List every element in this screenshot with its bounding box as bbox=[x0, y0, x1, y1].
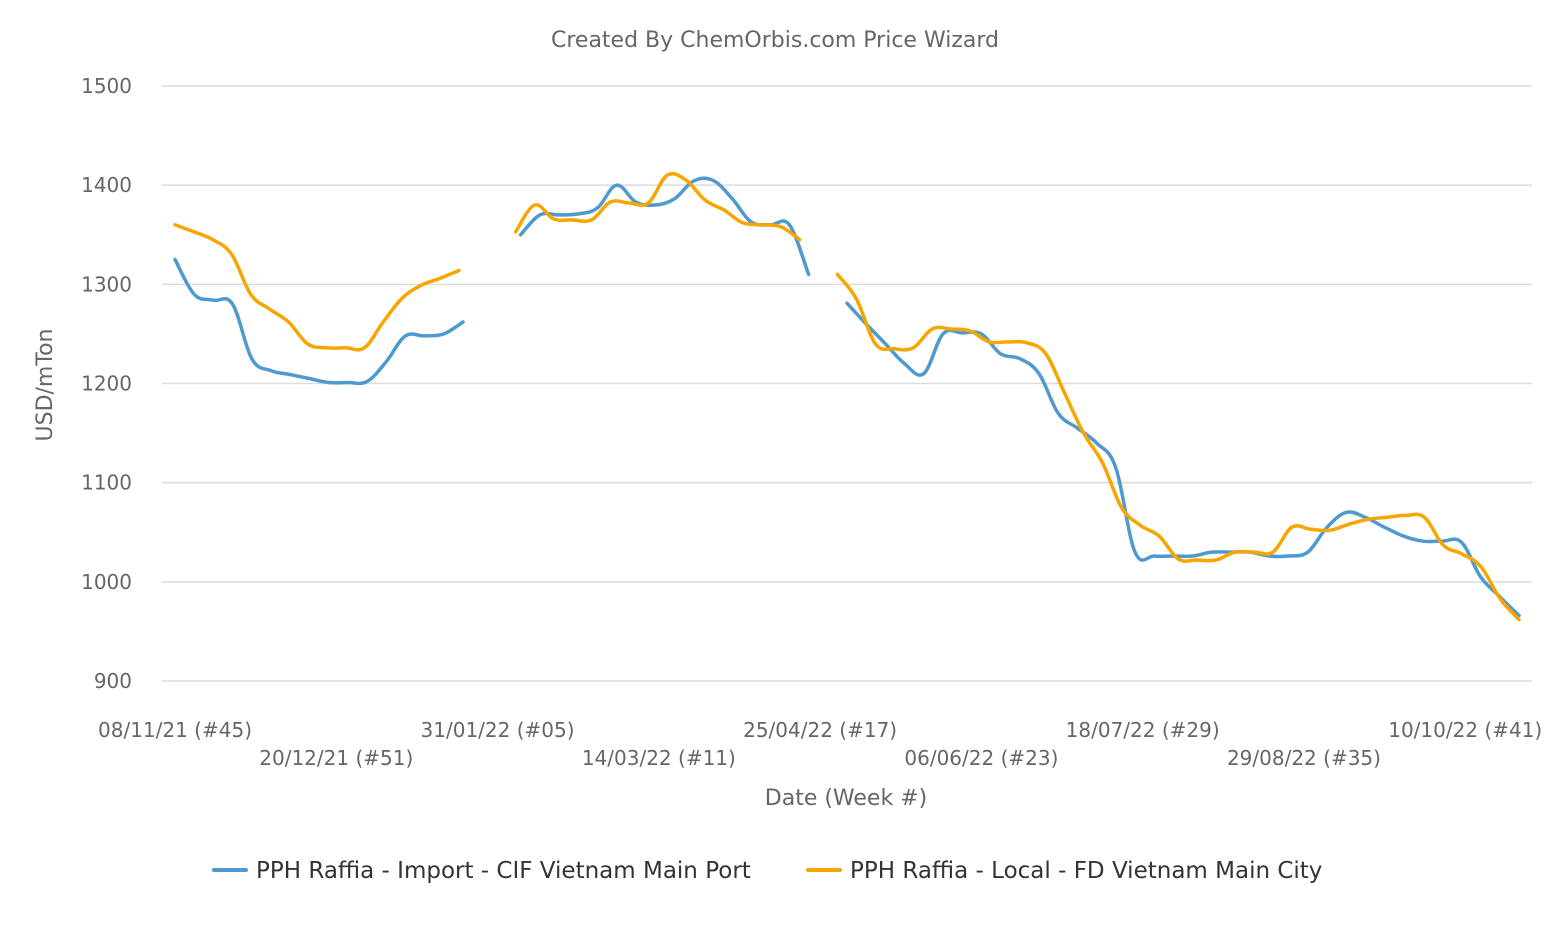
x-axis-ticks: 08/11/21 (#45) 20/12/21 (#51) 31/01/22 (#0… bbox=[98, 718, 1542, 770]
y-tick-label: 1100 bbox=[81, 471, 132, 495]
y-tick-label: 1400 bbox=[81, 173, 132, 197]
x-tick-label: 29/08/22 (#35) bbox=[1227, 746, 1381, 770]
y-tick-label: 900 bbox=[94, 669, 132, 693]
x-tick-label: 06/06/22 (#23) bbox=[904, 746, 1058, 770]
x-tick-label: 10/10/22 (#41) bbox=[1388, 718, 1542, 742]
series-line-2 bbox=[513, 171, 802, 242]
y-axis-label: USD/mTon bbox=[33, 329, 58, 442]
y-tick-label: 1500 bbox=[81, 74, 132, 98]
series-line-2 bbox=[173, 223, 461, 352]
legend: PPH Raffia - Import - CIF Vietnam Main P… bbox=[212, 858, 1322, 884]
gridlines bbox=[162, 85, 1532, 682]
y-axis-ticks: 900 1000 1100 1200 1300 1400 1500 bbox=[81, 74, 132, 693]
x-axis-label: Date (Week #) bbox=[765, 786, 927, 811]
x-tick-label: 25/04/22 (#17) bbox=[743, 718, 897, 742]
legend-label: PPH Raffia - Import - CIF Vietnam Main P… bbox=[256, 858, 751, 884]
x-tick-label: 14/03/22 (#11) bbox=[582, 746, 736, 770]
series-line-1 bbox=[845, 301, 1521, 618]
x-tick-label: 31/01/22 (#05) bbox=[421, 718, 575, 742]
y-tick-label: 1200 bbox=[81, 372, 132, 396]
series-line-1 bbox=[173, 257, 465, 386]
x-tick-label: 20/12/21 (#51) bbox=[259, 746, 413, 770]
x-tick-label: 08/11/21 (#45) bbox=[98, 718, 252, 742]
series-lines bbox=[173, 171, 1521, 622]
y-tick-label: 1000 bbox=[81, 570, 132, 594]
series-line-2 bbox=[835, 272, 1521, 622]
chart-title: Created By ChemOrbis.com Price Wizard bbox=[551, 28, 999, 53]
y-tick-label: 1300 bbox=[81, 272, 132, 296]
x-tick-label: 18/07/22 (#29) bbox=[1066, 718, 1220, 742]
legend-label: PPH Raffia - Local - FD Vietnam Main Cit… bbox=[850, 858, 1322, 884]
